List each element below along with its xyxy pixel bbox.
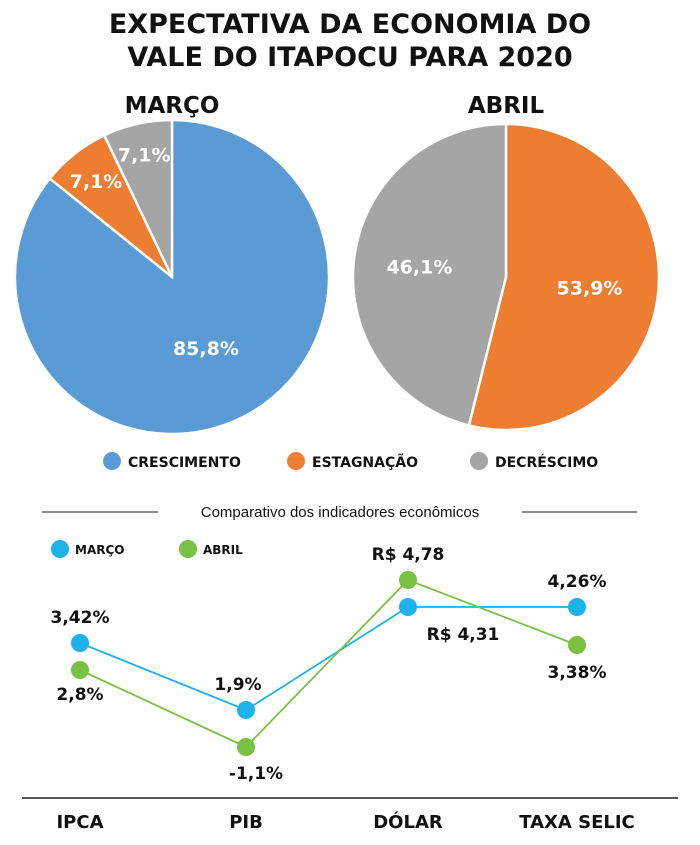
x-category-taxa-selic: TAXA SELIC bbox=[519, 812, 635, 833]
line-abril-point-ipca bbox=[71, 661, 89, 679]
pie-legend: CRESCIMENTO ESTAGNAÇÃO DECRÉSCIMO bbox=[103, 452, 598, 471]
x-category-ipca: IPCA bbox=[56, 812, 103, 833]
legend-crescimento-swatch bbox=[103, 452, 121, 470]
pie-marco-label-decrescimo: 7,1% bbox=[118, 145, 171, 167]
line-abril-point-dolar bbox=[399, 571, 417, 589]
line-marco-point-dolar bbox=[399, 598, 417, 616]
line-marco-label-dolar: R$ 4,31 bbox=[427, 625, 500, 645]
legend-decrescimo-label: DECRÉSCIMO bbox=[495, 454, 598, 471]
line-abril-label-dolar: R$ 4,78 bbox=[372, 545, 445, 565]
pie-marco-label-crescimento: 85,8% bbox=[173, 338, 239, 360]
x-category-dolar: DÓLAR bbox=[373, 811, 443, 833]
line-legend: MARÇO ABRIL bbox=[51, 540, 243, 558]
legend-marco-swatch bbox=[51, 540, 69, 558]
pie-abril: 53,9% 46,1% bbox=[351, 122, 661, 432]
line-marco-label-ipca: 3,42% bbox=[51, 608, 110, 628]
pie-abril-slice-decrescimo bbox=[351, 122, 508, 427]
legend-decrescimo-swatch bbox=[470, 452, 488, 470]
legend-estagnacao-swatch bbox=[287, 452, 305, 470]
line-marco-point-ipca bbox=[71, 634, 89, 652]
line-chart: 3,42% 1,9% R$ 4,31 4,26% 2,8% -1,1% R$ 4,78 3,3… bbox=[51, 545, 607, 784]
line-abril-point-taxa selic bbox=[568, 636, 586, 654]
legend-crescimento-label: CRESCIMENTO bbox=[128, 455, 241, 471]
pie-abril-title: ABRIL bbox=[468, 93, 545, 119]
pie-abril-label-estagnacao: 53,9% bbox=[557, 277, 623, 299]
pie-marco-label-estagnacao: 7,1% bbox=[70, 171, 123, 193]
title-line-2: VALE DO ITAPOCU PARA 2020 bbox=[127, 42, 572, 73]
pie-abril-label-decrescimo: 46,1% bbox=[386, 256, 452, 278]
line-abril-label-ipca: 2,8% bbox=[56, 685, 103, 705]
line-abril-label-taxa selic: 3,38% bbox=[548, 663, 607, 683]
line-chart-title: Comparativo dos indicadores econômicos bbox=[201, 504, 479, 521]
pie-marco-slice-decrescimo bbox=[102, 118, 174, 278]
line-abril-path bbox=[79, 578, 578, 749]
legend-estagnacao-label: ESTAGNAÇÃO bbox=[312, 454, 418, 471]
legend-abril-label: ABRIL bbox=[203, 543, 243, 557]
legend-abril-swatch bbox=[179, 540, 197, 558]
pie-marco-title: MARÇO bbox=[125, 93, 220, 119]
legend-marco-label: MARÇO bbox=[75, 543, 124, 557]
line-marco-point-pib bbox=[237, 701, 255, 719]
x-axis-categories: IPCA PIB DÓLAR TAXA SELIC bbox=[56, 811, 634, 833]
line-marco-label-taxa selic: 4,26% bbox=[548, 572, 607, 592]
pie-marco: 85,8% 7,1% 7,1% bbox=[13, 118, 331, 436]
x-category-pib: PIB bbox=[229, 812, 263, 833]
line-marco-label-pib: 1,9% bbox=[214, 675, 261, 695]
title-line-1: EXPECTATIVA DA ECONOMIA DO bbox=[109, 9, 591, 40]
line-abril-point-pib bbox=[237, 738, 255, 756]
line-marco-path bbox=[79, 606, 577, 712]
pie-abril-slice-estagnacao bbox=[467, 122, 661, 432]
line-abril-label-pib: -1,1% bbox=[229, 764, 283, 784]
line-marco-point-taxa selic bbox=[568, 598, 586, 616]
